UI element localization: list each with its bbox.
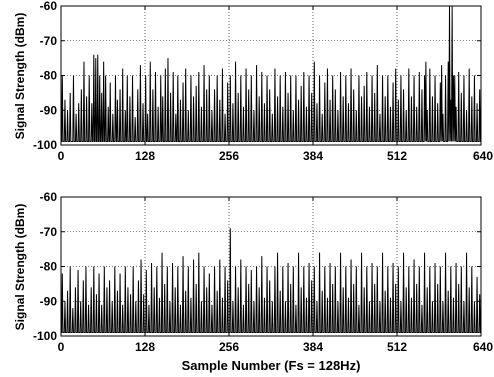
top-y-tick-labels: -60 -70 -80 -90 -100 <box>33 0 57 152</box>
top-x-tick-labels: 0 128 256 384 512 640 <box>58 149 494 163</box>
bottom-xtick-label-2: 256 <box>219 340 239 354</box>
top-ytick-label-3: -90 <box>40 103 58 117</box>
bottom-x-tick-labels: 0 128 256 384 512 640 <box>58 340 494 354</box>
bottom-xtick-label-5: 640 <box>473 340 493 354</box>
top-ytick-label-0: -60 <box>40 0 58 13</box>
top-xtick-label-2: 256 <box>219 149 239 163</box>
top-gridlines <box>61 6 481 145</box>
top-ytick-label-2: -80 <box>40 69 58 83</box>
top-series <box>61 5 481 143</box>
top-series-line-0 <box>61 5 481 143</box>
top-xtick-label-1: 128 <box>135 149 155 163</box>
top-ticks <box>60 5 482 146</box>
bottom-xtick-label-0: 0 <box>58 340 65 354</box>
bottom-xtick-label-1: 128 <box>135 340 155 354</box>
top-xtick-label-3: 384 <box>303 149 323 163</box>
top-xtick-label-4: 512 <box>387 149 407 163</box>
top-xtick-label-5: 640 <box>473 149 493 163</box>
top-panel: -60 -70 -80 -90 -100 0 128 256 384 512 640 Signal… <box>13 0 493 163</box>
bottom-ytick-label-0: -60 <box>40 190 58 204</box>
bottom-x-axis-label: Sample Number (Fs = 128Hz) <box>182 358 361 373</box>
bottom-panel: -60 -70 -80 -90 -100 0 128 256 384 512 640 Signal… <box>13 190 493 373</box>
bottom-xtick-label-4: 512 <box>387 340 407 354</box>
bottom-gridlines <box>61 197 481 336</box>
top-y-axis-label: Signal Strength (dBm) <box>13 13 27 140</box>
bottom-series-line-0 <box>61 228 481 334</box>
bottom-xtick-label-3: 384 <box>303 340 323 354</box>
top-ytick-label-4: -100 <box>33 138 57 152</box>
top-ytick-label-1: -70 <box>40 34 58 48</box>
bottom-series <box>61 228 481 334</box>
top-xtick-label-0: 0 <box>58 149 65 163</box>
bottom-y-axis-label: Signal Strength (dBm) <box>13 204 27 331</box>
bottom-ytick-label-4: -100 <box>33 329 57 343</box>
bottom-ytick-label-1: -70 <box>40 225 58 239</box>
bottom-ticks <box>60 196 482 337</box>
bottom-ytick-label-2: -80 <box>40 260 58 274</box>
bottom-ytick-label-3: -90 <box>40 294 58 308</box>
bottom-y-tick-labels: -60 -70 -80 -90 -100 <box>33 190 57 343</box>
